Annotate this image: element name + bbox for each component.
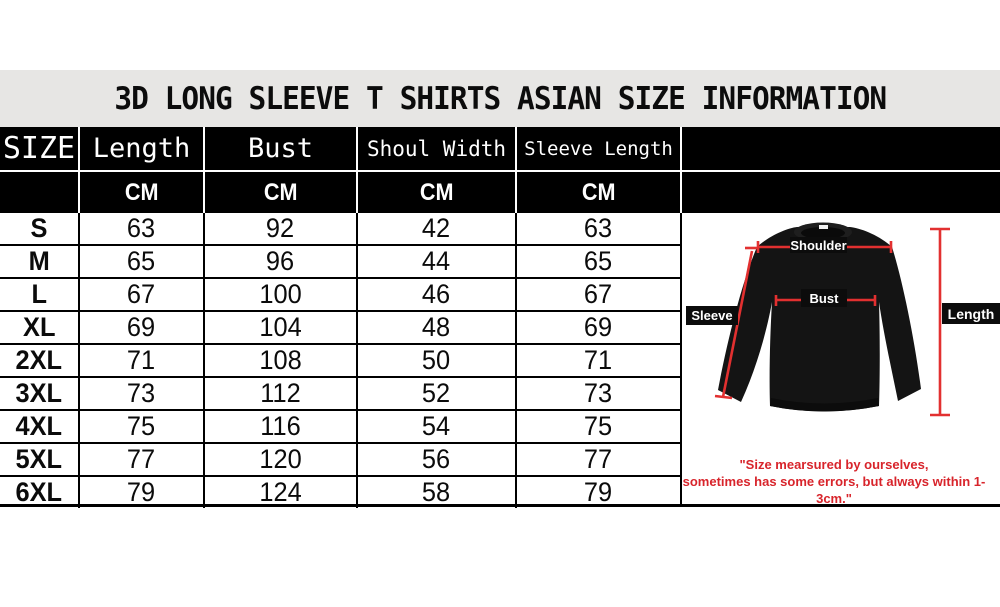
value-cell: 100	[203, 279, 356, 310]
value-cell: 63	[78, 213, 203, 244]
value-cell: 116	[203, 411, 356, 442]
table-row-6xl: 6XL 79 124 58 79	[0, 477, 680, 508]
disclaimer-line-1: "Size mearsured by ourselves,	[739, 457, 929, 472]
sleeve-label: Sleeve	[686, 306, 738, 325]
sweatshirt-illustration	[714, 222, 950, 417]
table-row-xl: XL 69 104 48 69	[0, 312, 680, 345]
size-cell: M	[28, 246, 50, 276]
sleeve-tick-bottom	[714, 394, 733, 400]
unit-cm-bust: CM	[263, 178, 298, 206]
value-cell: 69	[78, 312, 203, 343]
size-cell: 5XL	[15, 444, 63, 474]
table-row-4xl: 4XL 75 116 54 75	[0, 411, 680, 444]
value-cell: 79	[515, 477, 680, 508]
col-header-sleeve-length: Sleeve Length	[515, 127, 680, 170]
value-cell: 63	[515, 213, 680, 244]
value-cell: 108	[203, 345, 356, 376]
value-cell: 52	[356, 378, 515, 409]
sweatshirt-collar-inner	[801, 227, 845, 239]
table-row-m: M 65 96 44 65	[0, 246, 680, 279]
table-row-l: L 67 100 46 67	[0, 279, 680, 312]
value-cell: 65	[515, 246, 680, 277]
garment-diagram: Shoulder Bust Sleeve Length	[680, 195, 1000, 440]
value-cell: 71	[78, 345, 203, 376]
value-cell: 71	[515, 345, 680, 376]
title-band: 3D LONG SLEEVE T SHIRTS ASIAN SIZE INFOR…	[0, 70, 1000, 127]
value-cell: 69	[515, 312, 680, 343]
page-title: 3D LONG SLEEVE T SHIRTS ASIAN SIZE INFOR…	[114, 80, 887, 117]
length-label: Length	[942, 303, 1000, 324]
value-cell: 58	[356, 477, 515, 508]
value-cell: 77	[515, 444, 680, 475]
value-cell: 79	[78, 477, 203, 508]
value-cell: 96	[203, 246, 356, 277]
unit-blank-cell	[680, 172, 1000, 213]
table-bottom-border	[0, 504, 1000, 507]
value-cell: 65	[78, 246, 203, 277]
unit-cm-shoulder: CM	[419, 178, 454, 206]
col-header-size: SIZE	[2, 131, 76, 166]
header-blank-cell	[680, 127, 1000, 170]
value-cell: 75	[515, 411, 680, 442]
value-cell: 44	[356, 246, 515, 277]
value-cell: 73	[78, 378, 203, 409]
size-cell: S	[30, 213, 48, 243]
disclaimer-line-2: sometimes has some errors, but always wi…	[682, 474, 986, 506]
size-cell: 4XL	[15, 411, 63, 441]
value-cell: 42	[356, 213, 515, 244]
size-cell: XL	[22, 312, 56, 342]
value-cell: 124	[203, 477, 356, 508]
value-cell: 48	[356, 312, 515, 343]
collar-tag	[819, 225, 828, 229]
size-cell: 6XL	[15, 477, 63, 507]
value-cell: 77	[78, 444, 203, 475]
value-cell: 46	[356, 279, 515, 310]
header-unit-row: CM CM CM CM	[0, 172, 1000, 213]
value-cell: 67	[78, 279, 203, 310]
header-label-row: SIZE Length Bust Shoul Width Sleeve Leng…	[0, 127, 1000, 172]
size-cell: 2XL	[15, 345, 63, 375]
value-cell: 112	[203, 378, 356, 409]
table-row-2xl: 2XL 71 108 50 71	[0, 345, 680, 378]
sweatshirt-hem	[770, 398, 879, 412]
table-header: SIZE Length Bust Shoul Width Sleeve Leng…	[0, 127, 1000, 213]
col-header-bust: Bust	[203, 127, 356, 170]
bust-label: Bust	[801, 289, 847, 307]
value-cell: 75	[78, 411, 203, 442]
table-row-3xl: 3XL 73 112 52 73	[0, 378, 680, 411]
unit-cm-sleeve: CM	[581, 178, 616, 206]
sweatshirt-body	[718, 227, 921, 412]
size-cell: 3XL	[15, 378, 63, 408]
size-table-body: S 63 92 42 63 M 65 96 44 65 L 67 100 46 …	[0, 213, 682, 508]
unit-cm-length: CM	[124, 178, 159, 206]
value-cell: 50	[356, 345, 515, 376]
value-cell: 67	[515, 279, 680, 310]
value-cell: 73	[515, 378, 680, 409]
col-header-shoulder-width: Shoul Width	[356, 127, 515, 170]
table-row-5xl: 5XL 77 120 56 77	[0, 444, 680, 477]
unit-cell-blank	[0, 172, 78, 213]
value-cell: 54	[356, 411, 515, 442]
value-cell: 92	[203, 213, 356, 244]
value-cell: 120	[203, 444, 356, 475]
value-cell: 104	[203, 312, 356, 343]
shoulder-label: Shoulder	[790, 237, 847, 253]
col-header-length: Length	[78, 127, 203, 170]
value-cell: 56	[356, 444, 515, 475]
size-cell: L	[31, 279, 47, 309]
table-row-s: S 63 92 42 63	[0, 213, 680, 246]
measurement-disclaimer: "Size mearsured by ourselves, sometimes …	[668, 456, 1000, 507]
